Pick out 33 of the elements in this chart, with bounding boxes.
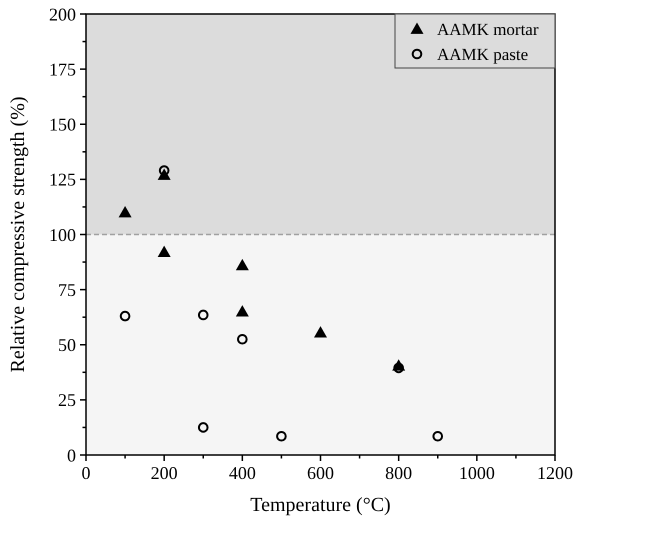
point <box>432 430 444 442</box>
x-tick-label: 800 <box>385 463 412 483</box>
x-tick-label: 400 <box>228 463 256 483</box>
legend-label: AAMK mortar <box>437 20 539 39</box>
y-tick-label: 175 <box>49 59 76 80</box>
x-tick-label: 600 <box>307 463 334 483</box>
y-tick-label: 25 <box>58 390 76 410</box>
x-tick-label: 0 <box>82 463 90 483</box>
point <box>237 334 248 345</box>
y-tick-label: 50 <box>58 335 76 356</box>
y-tick-label: 150 <box>49 114 76 135</box>
x-tick-label: 1000 <box>458 463 495 483</box>
y-tick-label: 100 <box>49 224 76 245</box>
point <box>314 326 327 338</box>
y-tick-label: 125 <box>49 170 76 190</box>
point <box>236 258 249 270</box>
point <box>393 362 404 374</box>
point <box>198 310 209 320</box>
point <box>118 206 132 218</box>
x-tick-label: 200 <box>150 463 178 483</box>
point <box>158 165 170 176</box>
y-axis-title: Relative compressive strength (%) <box>7 96 29 373</box>
point <box>236 305 249 317</box>
legend-label: AAMK paste <box>437 44 528 64</box>
point <box>120 310 130 322</box>
y-tick-label: 200 <box>49 4 76 24</box>
y-tick-label: 75 <box>58 280 76 300</box>
point <box>158 246 171 258</box>
x-tick-label: 1200 <box>537 463 573 483</box>
point <box>198 422 209 433</box>
point <box>276 430 287 442</box>
y-tick-label: 0 <box>67 445 76 466</box>
x-axis-title: Temperature (°C) <box>250 494 391 516</box>
